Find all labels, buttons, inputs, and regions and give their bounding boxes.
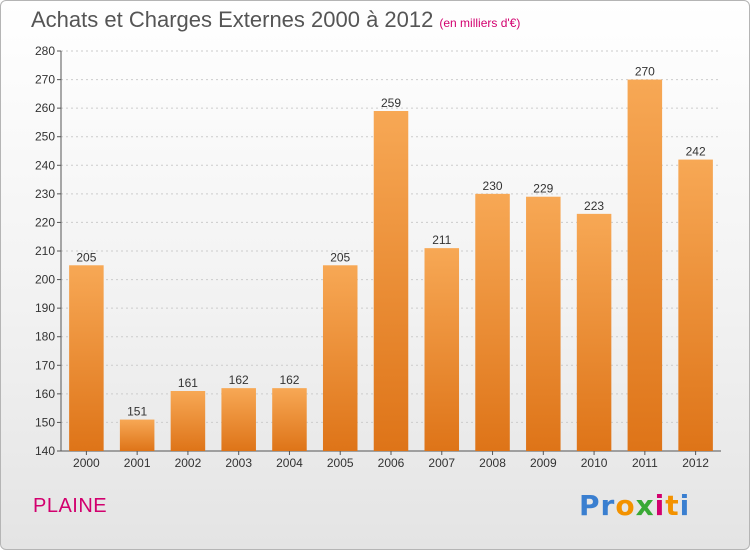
bar-value-label: 162 xyxy=(229,373,249,387)
bar-value-label: 161 xyxy=(178,376,198,390)
logo-letter: o xyxy=(615,489,636,522)
x-tick-label: 2008 xyxy=(479,456,506,470)
bar xyxy=(322,265,358,451)
y-tick-label: 270 xyxy=(35,73,55,87)
bar-value-label: 205 xyxy=(330,250,350,264)
bar-value-label: 230 xyxy=(483,179,503,193)
y-tick-label: 210 xyxy=(35,244,55,258)
y-tick-label: 160 xyxy=(35,387,55,401)
bar-value-label: 229 xyxy=(533,182,553,196)
y-tick-label: 140 xyxy=(35,444,55,458)
bar xyxy=(221,388,256,451)
y-tick-label: 180 xyxy=(35,330,55,344)
y-tick-label: 230 xyxy=(35,187,55,201)
logo-letter: t xyxy=(665,489,680,522)
bar-value-label: 211 xyxy=(432,233,451,247)
bar xyxy=(526,196,561,451)
bar xyxy=(119,419,155,451)
x-tick-label: 2003 xyxy=(225,456,252,470)
x-tick-label: 2007 xyxy=(428,456,455,470)
y-tick-label: 240 xyxy=(35,158,55,172)
chart-title-text: Achats et Charges Externes 2000 à 2012 xyxy=(31,7,434,32)
y-tick-label: 170 xyxy=(35,358,55,372)
bar xyxy=(576,213,612,451)
bar xyxy=(475,193,510,451)
y-tick-label: 280 xyxy=(35,44,55,58)
bar xyxy=(69,265,104,451)
y-tick-label: 250 xyxy=(35,130,55,144)
logo-letter: i xyxy=(679,489,691,522)
y-tick-label: 260 xyxy=(35,101,55,115)
logo-letter: i xyxy=(654,489,666,522)
bar xyxy=(424,248,460,451)
bar xyxy=(272,388,307,451)
bar-value-label: 151 xyxy=(127,405,147,419)
bar xyxy=(627,79,663,452)
bar xyxy=(373,111,409,451)
bar-value-label: 259 xyxy=(381,96,401,110)
x-tick-label: 2002 xyxy=(175,456,202,470)
x-tick-label: 2012 xyxy=(682,456,709,470)
x-tick-label: 2010 xyxy=(581,456,608,470)
x-tick-label: 2006 xyxy=(378,456,405,470)
bar-value-label: 223 xyxy=(584,199,604,213)
bar xyxy=(170,391,206,451)
logo-letter: r xyxy=(600,489,616,522)
x-tick-label: 2000 xyxy=(73,456,100,470)
proxiti-logo: Proxiti xyxy=(579,489,690,522)
bar-value-label: 162 xyxy=(279,373,299,387)
x-tick-label: 2005 xyxy=(327,456,354,470)
y-tick-label: 220 xyxy=(35,215,55,229)
bar xyxy=(678,159,713,452)
x-tick-label: 2011 xyxy=(632,456,658,470)
logo-letter: x xyxy=(635,489,655,522)
x-tick-label: 2009 xyxy=(530,456,557,470)
x-tick-label: 2001 xyxy=(124,456,151,470)
bar-value-label: 242 xyxy=(686,145,706,159)
logo-letter: P xyxy=(579,489,601,522)
bar-value-label: 205 xyxy=(76,250,96,264)
y-tick-label: 190 xyxy=(35,301,55,315)
y-tick-label: 150 xyxy=(35,415,55,429)
chart-title: Achats et Charges Externes 2000 à 2012 (e… xyxy=(31,7,520,33)
bar-value-label: 270 xyxy=(635,65,655,79)
chart-subtitle: (en milliers d'€) xyxy=(439,16,521,30)
commune-name: PLAINE xyxy=(33,495,108,517)
x-tick-label: 2004 xyxy=(276,456,303,470)
y-tick-label: 200 xyxy=(35,273,55,287)
